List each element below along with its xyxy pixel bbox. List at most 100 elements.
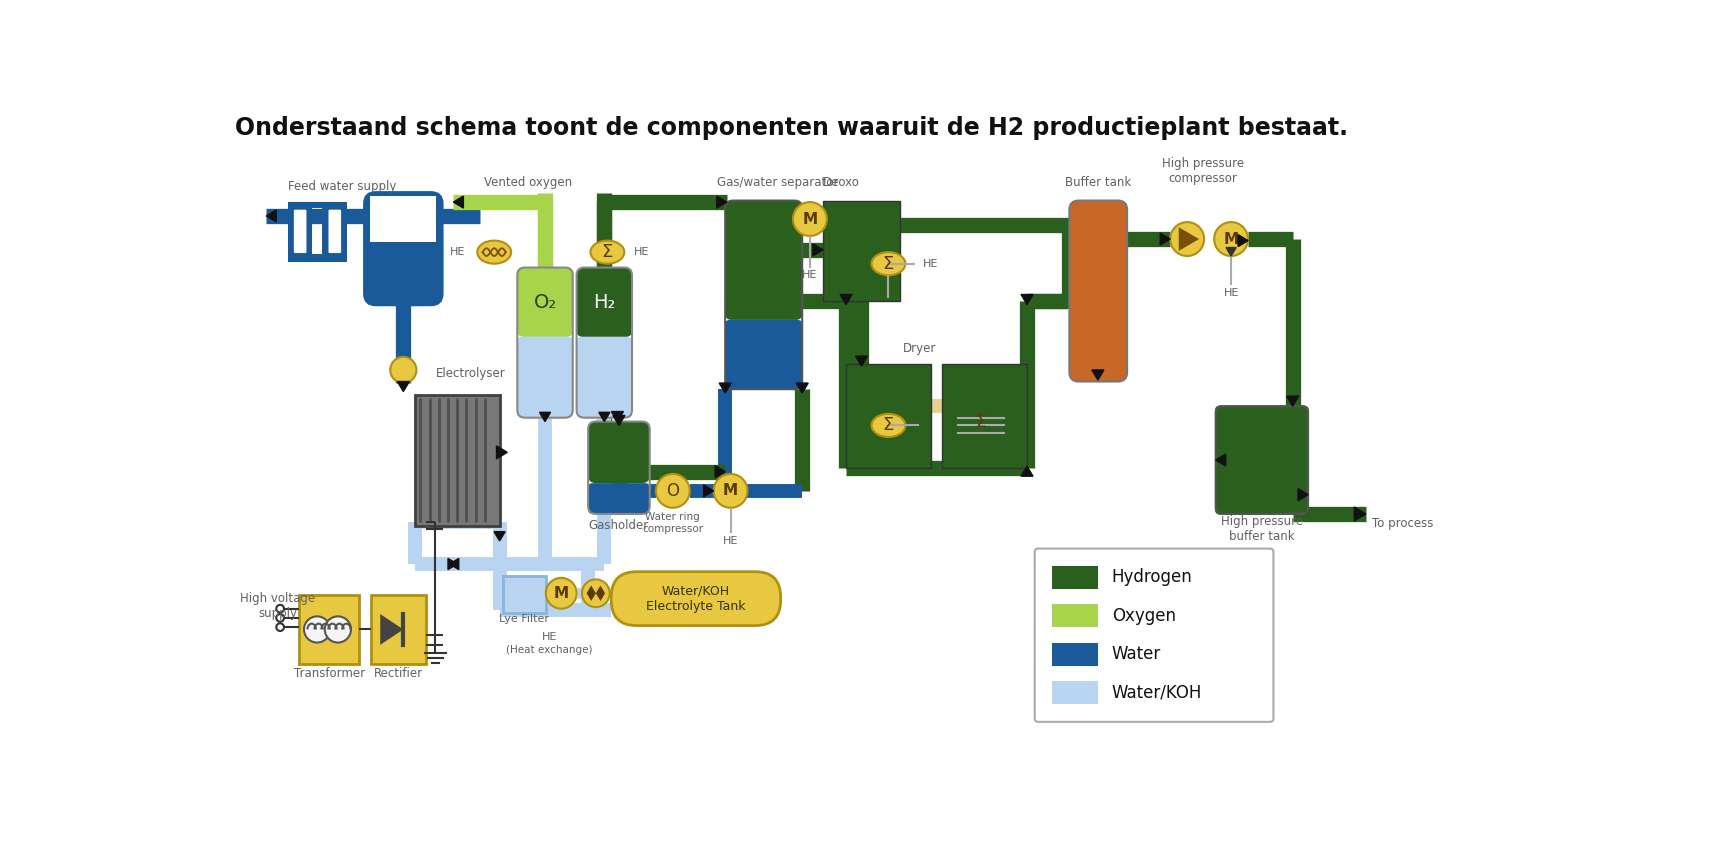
Polygon shape	[1179, 227, 1200, 251]
FancyBboxPatch shape	[293, 208, 309, 254]
Text: To process: To process	[1371, 517, 1433, 530]
Bar	[1052, 681, 1099, 704]
Polygon shape	[398, 382, 410, 392]
Polygon shape	[540, 412, 550, 422]
Text: Rectifier: Rectifier	[374, 667, 423, 680]
Polygon shape	[612, 411, 624, 422]
Polygon shape	[396, 370, 411, 387]
Bar	[370, 196, 437, 242]
Text: HE: HE	[924, 258, 939, 269]
Circle shape	[713, 474, 747, 507]
Text: Water/KOH
Electrolyte Tank: Water/KOH Electrolyte Tank	[646, 585, 746, 613]
Text: High voltage
supply: High voltage supply	[240, 592, 315, 620]
Circle shape	[276, 605, 285, 613]
FancyBboxPatch shape	[576, 268, 632, 337]
FancyBboxPatch shape	[725, 320, 802, 389]
Circle shape	[324, 616, 351, 643]
Circle shape	[303, 616, 331, 643]
Circle shape	[656, 474, 689, 507]
Text: HE: HE	[802, 270, 818, 280]
Polygon shape	[596, 586, 605, 601]
Text: HE: HE	[542, 632, 557, 642]
Polygon shape	[266, 210, 276, 222]
Bar	[370, 242, 437, 299]
Text: Σ: Σ	[602, 243, 614, 261]
FancyBboxPatch shape	[327, 208, 343, 254]
Ellipse shape	[871, 252, 905, 275]
Polygon shape	[840, 294, 852, 304]
FancyBboxPatch shape	[612, 572, 780, 626]
Bar	[504, 575, 545, 613]
Text: Water ring
compressor: Water ring compressor	[643, 513, 703, 534]
Polygon shape	[797, 383, 809, 393]
Polygon shape	[454, 196, 463, 208]
Polygon shape	[855, 356, 867, 366]
Circle shape	[1171, 222, 1205, 256]
Polygon shape	[381, 614, 403, 645]
Text: Σ: Σ	[883, 416, 895, 434]
Polygon shape	[1297, 489, 1308, 501]
FancyBboxPatch shape	[725, 201, 802, 320]
Ellipse shape	[476, 241, 511, 264]
Text: M: M	[1224, 231, 1239, 246]
Text: Electrolyser: Electrolyser	[435, 366, 506, 380]
Polygon shape	[1238, 235, 1248, 246]
FancyBboxPatch shape	[518, 337, 572, 417]
Text: Hydrogen: Hydrogen	[1112, 568, 1193, 586]
Text: High pressure
compressor: High pressure compressor	[1162, 157, 1244, 185]
Circle shape	[545, 578, 576, 609]
Text: Gasholder: Gasholder	[590, 519, 650, 532]
Polygon shape	[1022, 466, 1034, 476]
Bar	[370, 595, 427, 664]
Bar	[1052, 643, 1099, 666]
Polygon shape	[1092, 370, 1104, 380]
Text: Buffer tank: Buffer tank	[1064, 176, 1131, 190]
Circle shape	[794, 202, 826, 236]
Polygon shape	[447, 558, 458, 570]
Polygon shape	[1022, 294, 1034, 304]
Polygon shape	[1354, 507, 1366, 521]
FancyBboxPatch shape	[588, 422, 650, 483]
Text: Water: Water	[1112, 645, 1160, 663]
Polygon shape	[614, 416, 626, 425]
Text: Gas/water separator: Gas/water separator	[718, 176, 838, 190]
Polygon shape	[704, 484, 713, 497]
Circle shape	[276, 623, 285, 631]
Text: Lye Filter: Lye Filter	[499, 615, 548, 625]
FancyBboxPatch shape	[1070, 201, 1128, 382]
Polygon shape	[715, 466, 725, 478]
Polygon shape	[720, 383, 732, 393]
Text: High pressure
buffer tank: High pressure buffer tank	[1220, 515, 1303, 543]
Polygon shape	[586, 586, 596, 601]
Text: HE: HE	[723, 536, 739, 546]
Polygon shape	[1287, 396, 1299, 406]
Circle shape	[583, 580, 610, 607]
Bar	[288, 204, 312, 258]
FancyBboxPatch shape	[576, 337, 632, 417]
Text: O₂: O₂	[533, 292, 557, 312]
Bar	[288, 254, 348, 262]
Polygon shape	[1160, 233, 1171, 245]
Text: Dryer: Dryer	[903, 342, 936, 355]
Circle shape	[1214, 222, 1248, 256]
Bar	[847, 364, 931, 468]
Bar	[415, 394, 499, 525]
Text: HE: HE	[1224, 288, 1239, 298]
Bar	[943, 364, 1027, 468]
FancyBboxPatch shape	[1215, 406, 1308, 514]
Bar	[1052, 604, 1099, 627]
Polygon shape	[1226, 247, 1236, 256]
Text: HE: HE	[449, 247, 464, 258]
Text: HE: HE	[634, 247, 650, 258]
Polygon shape	[449, 558, 459, 570]
Text: Σ: Σ	[975, 412, 986, 431]
Ellipse shape	[871, 414, 905, 437]
Bar	[300, 595, 360, 664]
Text: Oxygen: Oxygen	[1112, 607, 1176, 625]
Text: Deoxo: Deoxo	[823, 176, 860, 190]
Circle shape	[276, 614, 285, 621]
Text: Σ: Σ	[883, 255, 895, 273]
Text: H₂: H₂	[593, 292, 615, 312]
Text: (Heat exchange): (Heat exchange)	[506, 645, 593, 655]
Polygon shape	[812, 244, 823, 256]
